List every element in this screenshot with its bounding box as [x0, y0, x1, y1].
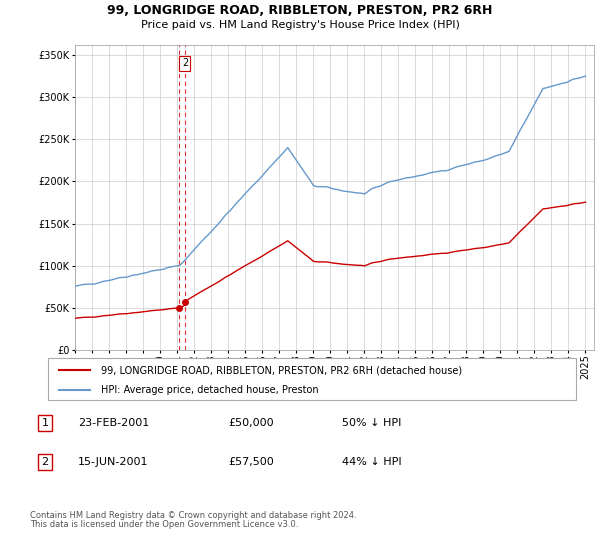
Text: 50% ↓ HPI: 50% ↓ HPI: [342, 418, 401, 428]
Text: 1: 1: [41, 418, 49, 428]
Text: 2: 2: [182, 58, 188, 68]
FancyBboxPatch shape: [48, 358, 576, 400]
Text: This data is licensed under the Open Government Licence v3.0.: This data is licensed under the Open Gov…: [30, 520, 298, 529]
Text: 15-JUN-2001: 15-JUN-2001: [78, 457, 149, 467]
Text: Contains HM Land Registry data © Crown copyright and database right 2024.: Contains HM Land Registry data © Crown c…: [30, 511, 356, 520]
Text: 99, LONGRIDGE ROAD, RIBBLETON, PRESTON, PR2 6RH (detached house): 99, LONGRIDGE ROAD, RIBBLETON, PRESTON, …: [101, 365, 462, 375]
Text: 2: 2: [41, 457, 49, 467]
Text: £57,500: £57,500: [228, 457, 274, 467]
Text: 23-FEB-2001: 23-FEB-2001: [78, 418, 149, 428]
Text: 44% ↓ HPI: 44% ↓ HPI: [342, 457, 401, 467]
Text: HPI: Average price, detached house, Preston: HPI: Average price, detached house, Pres…: [101, 385, 319, 395]
Text: Price paid vs. HM Land Registry's House Price Index (HPI): Price paid vs. HM Land Registry's House …: [140, 20, 460, 30]
Text: £50,000: £50,000: [228, 418, 274, 428]
Text: 99, LONGRIDGE ROAD, RIBBLETON, PRESTON, PR2 6RH: 99, LONGRIDGE ROAD, RIBBLETON, PRESTON, …: [107, 4, 493, 17]
